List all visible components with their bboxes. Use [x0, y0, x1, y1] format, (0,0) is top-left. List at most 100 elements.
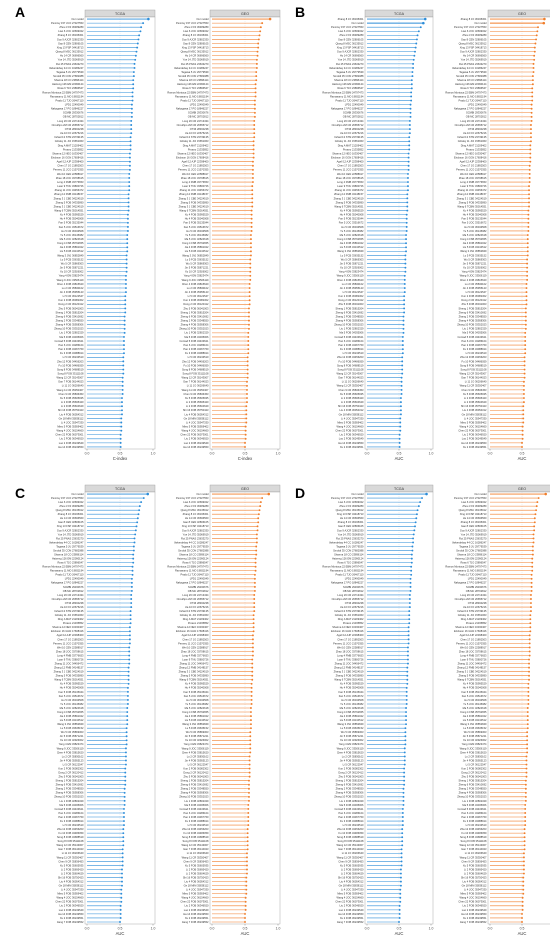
lollipop-point: [526, 254, 529, 257]
lollipop-point: [130, 602, 133, 604]
lollipop-point: [521, 446, 523, 448]
model-label: Ge 18 MIM 35838112: [184, 884, 209, 888]
lollipop-point: [124, 767, 127, 770]
model-label: SCMBI 29330676: [63, 585, 84, 589]
lollipop-point: [246, 848, 249, 851]
lollipop-point: [245, 413, 248, 416]
model-label: Zhang 8 JO 36195301: [338, 520, 364, 524]
model-label: Fan 5 JOC 33516672: [184, 225, 209, 229]
model-label: Jiang 7 FOB 36249552: [337, 920, 364, 924]
lollipop-point: [246, 860, 248, 863]
model-label: Ge 18 MIM 35838112: [462, 884, 487, 888]
lollipop-point: [130, 107, 133, 110]
model-label: Proano 21335852: [188, 621, 209, 625]
model-label: Li 5 CR 36243510: [63, 823, 84, 827]
model-label: Mieo 5 FOB 35959402: [182, 424, 209, 428]
lollipop-point: [398, 921, 400, 923]
model-label: Glinsky 11 JCI 15651063: [180, 613, 209, 617]
model-label: Gao 8 CEN 32806105: [58, 41, 84, 45]
model-label: Zhang 5 FOB 34335890: [336, 674, 364, 678]
model-label: Ma 5 FOB 34035006: [184, 335, 209, 339]
lollipop-point: [123, 315, 126, 318]
model-label: Chen 4 FOB 33815620: [182, 282, 209, 286]
model-label: OB MC 28702812: [343, 589, 364, 593]
model-label: Xu 4 FOB 35995529: [185, 682, 209, 686]
model-label: Sheng 1 FOB 35815204: [336, 306, 365, 310]
lollipop-point: [245, 421, 248, 424]
lollipop-point: [530, 140, 532, 143]
model-label: Ma 5 FOB 34035006: [462, 331, 487, 335]
model-label: Qiang 8 MSC 36135912: [181, 508, 209, 512]
model-label: Prado 11 TJO 26467110: [336, 573, 365, 577]
lollipop-point: [248, 755, 251, 758]
model-label: Lu 5 FCB 33635152: [340, 726, 364, 730]
lollipop-point: [254, 561, 257, 564]
lollipop-point: [254, 83, 257, 86]
model-label: Fu 3 FOB 34088914: [340, 347, 364, 351]
lollipop-point: [526, 270, 529, 273]
model-label: Jia 10 FO 22675216: [463, 605, 487, 609]
lollipop-point: [407, 642, 410, 645]
model-label: Liu 2 FOB 36346920: [463, 433, 487, 437]
lollipop-point: [255, 553, 258, 556]
lollipop-point: [246, 840, 249, 843]
lollipop-point: [530, 124, 532, 126]
model-label: Wang 3 JNJ 36852849: [57, 722, 84, 726]
model-label: Pan 2 FOB 34367760: [461, 343, 487, 347]
lollipop-point: [123, 348, 125, 351]
lollipop-point: [138, 34, 141, 37]
lollipop-point: [523, 840, 526, 843]
lollipop-point: [409, 581, 412, 584]
model-label: Pan 6 JOC 34286104: [184, 811, 210, 815]
lollipop-point: [525, 775, 528, 778]
lollipop-point: [532, 537, 535, 540]
model-label: Smoldt 35 CON 27682088: [333, 74, 364, 78]
model-label: Wu 5 CR 35869303: [186, 730, 209, 734]
lollipop-point: [248, 299, 251, 302]
model-label: Hu 4 FOB 35040008: [340, 213, 364, 217]
lollipop-point: [526, 747, 529, 750]
model-label: Liao 6 JOC 32699322: [58, 29, 84, 33]
x-tick-label: 0.5: [397, 452, 402, 456]
lollipop-point: [531, 561, 534, 564]
model-label: OB MC 28702812: [188, 589, 209, 593]
model-label: Haizeng 126 EM 22090124: [455, 82, 487, 86]
lollipop-point: [526, 234, 529, 236]
lollipop-point: [123, 803, 126, 806]
lollipop-point: [402, 315, 405, 318]
model-label: Zhang 12 FMB 34148157: [179, 192, 209, 196]
model-label: Chen 9 CR 35836453: [338, 388, 364, 392]
model-label: Long 26 CR 24713434: [337, 593, 364, 597]
lollipop-point: [524, 779, 527, 782]
lollipop-point: [249, 735, 252, 738]
lollipop-point: [527, 694, 530, 697]
model-label: Rosa 6 TJO 23896547: [337, 86, 364, 90]
model-label: Jia 4 FOB 35891022: [340, 241, 364, 245]
model-label: Wang 6 TCBM 35014551: [334, 204, 364, 208]
model-label: Luo 2 FOB 36249549: [184, 441, 209, 445]
lollipop-point: [257, 42, 260, 45]
model-label: Wang 4 JOC 36154660: [459, 424, 487, 428]
model-label: Li 2 FOB 35695420: [61, 400, 84, 404]
model-label: Wang 12 CR 35143007: [336, 843, 364, 847]
lollipop-point: [126, 698, 129, 701]
lollipop-point: [120, 900, 123, 903]
lollipop-point: [399, 417, 402, 420]
lollipop-point: [246, 364, 249, 367]
lollipop-point: [530, 589, 533, 592]
model-label: Proano 21335852: [188, 147, 209, 151]
model-label: Fu 10 FOB 34486059: [59, 363, 85, 367]
model-label: Kong 4 FSB 35792655: [57, 710, 84, 714]
model-label: Li 11 JO 36206640: [465, 851, 487, 855]
lollipop-point: [531, 95, 534, 98]
lollipop-point: [255, 545, 258, 548]
lollipop-point: [119, 921, 121, 923]
model-label: Zhang 2 FOB 33348550: [336, 787, 364, 791]
model-label: Our model: [474, 21, 487, 25]
lollipop-point: [134, 58, 137, 61]
lollipop-point: [522, 421, 525, 424]
lollipop-point: [120, 429, 123, 432]
x-tick-label: 0.0: [365, 452, 370, 456]
lollipop-point: [530, 606, 532, 609]
model-label: Smoldt 35 CON 27682088: [456, 74, 487, 78]
